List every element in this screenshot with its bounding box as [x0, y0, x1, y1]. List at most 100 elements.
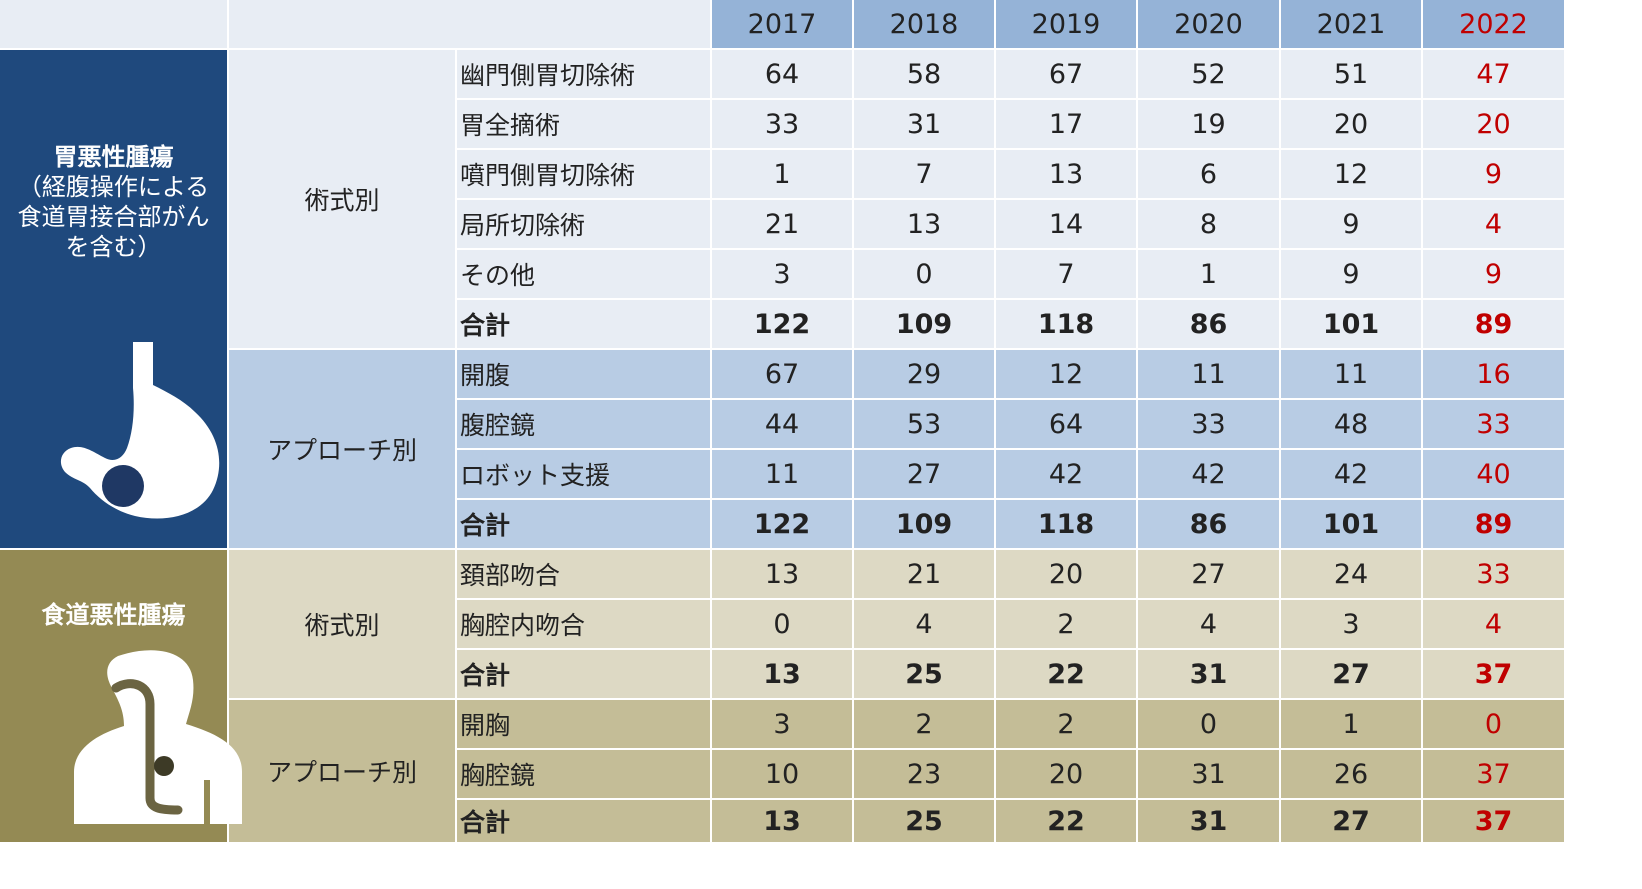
value-cell-2018: 25 [854, 650, 996, 700]
row-label-text: 合計 [460, 808, 511, 837]
value-text: 1 [773, 158, 791, 190]
row-label: 頚部吻合 [457, 550, 712, 600]
value-text: 122 [753, 308, 811, 340]
value-text: 20 [1048, 758, 1084, 790]
value-cell-2018: 25 [854, 800, 996, 844]
value-cell-2019: 2 [996, 600, 1138, 650]
value-text: 8 [1199, 208, 1218, 240]
value-cell-2021: 9 [1281, 200, 1423, 250]
value-cell-2021: 42 [1281, 450, 1423, 500]
value-cell-2021: 27 [1281, 650, 1423, 700]
value-text: 67 [1048, 58, 1084, 90]
value-text: 31 [1191, 758, 1226, 790]
value-cell-2018: 27 [854, 450, 996, 500]
value-cell-2021: 11 [1281, 350, 1423, 400]
stomach-icon [60, 342, 220, 519]
value-cell-2020: 86 [1138, 300, 1281, 350]
value-cell-2020: 42 [1138, 450, 1281, 500]
value-cell-2017: 3 [712, 250, 854, 300]
value-cell-2022: 16 [1423, 350, 1566, 400]
value-text: 109 [895, 508, 953, 540]
value-cell-2021: 26 [1281, 750, 1423, 800]
row-label: 腹腔鏡 [457, 400, 712, 450]
value-cell-2018: 53 [854, 400, 996, 450]
row-label: 胸腔鏡 [457, 750, 712, 800]
year-header-2019: 2019 [996, 0, 1138, 50]
year-label: 2018 [889, 8, 959, 40]
value-cell-2017: 64 [712, 50, 854, 100]
year-header-2022: 2022 [1423, 0, 1566, 50]
value-text: 33 [764, 108, 800, 140]
row-label-text: 噴門側胃切除術 [460, 161, 636, 190]
group-label: 術式別 [304, 186, 380, 215]
value-cell-2021: 48 [1281, 400, 1423, 450]
value-text: 40 [1476, 458, 1511, 490]
value-cell-2020: 27 [1138, 550, 1281, 600]
value-cell-2017: 44 [712, 400, 854, 450]
value-text: 20 [1476, 108, 1511, 140]
value-cell-2017: 1 [712, 150, 854, 200]
value-cell-2021: 1 [1281, 700, 1423, 750]
value-cell-2019: 22 [996, 800, 1138, 844]
value-cell-2020: 6 [1138, 150, 1281, 200]
value-text: 25 [905, 658, 943, 690]
value-cell-2022: 33 [1423, 550, 1566, 600]
value-text: 48 [1333, 408, 1369, 440]
group-label-cell: 術式別 [229, 50, 457, 350]
row-label: その他 [457, 250, 712, 300]
value-cell-2022: 4 [1423, 600, 1566, 650]
row-label: ロボット支援 [457, 450, 712, 500]
year-header-2017: 2017 [712, 0, 854, 50]
value-cell-2020: 8 [1138, 200, 1281, 250]
value-text: 37 [1476, 758, 1511, 790]
value-cell-2022: 37 [1423, 750, 1566, 800]
value-cell-2022: 20 [1423, 100, 1566, 150]
value-text: 2 [1057, 608, 1075, 640]
value-cell-2018: 0 [854, 250, 996, 300]
value-text: 7 [1057, 258, 1075, 290]
total-row-label: 合計 [457, 650, 712, 700]
value-cell-2019: 118 [996, 300, 1138, 350]
value-cell-2019: 17 [996, 100, 1138, 150]
value-text: 9 [1342, 208, 1360, 240]
esophagus-icon [74, 650, 242, 824]
value-cell-2020: 86 [1138, 500, 1281, 550]
value-cell-2017: 122 [712, 500, 854, 550]
group-label: アプローチ別 [266, 436, 417, 465]
value-cell-2019: 13 [996, 150, 1138, 200]
section-subtitle: （経腹操作による食道胃接合部がんを含む） [17, 173, 210, 261]
value-text: 33 [1476, 408, 1511, 440]
value-cell-2017: 122 [712, 300, 854, 350]
value-cell-2022: 89 [1423, 300, 1566, 350]
value-cell-2019: 14 [996, 200, 1138, 250]
value-text: 13 [763, 658, 801, 690]
group-label-cell: 術式別 [229, 550, 457, 700]
value-text: 4 [915, 608, 933, 640]
value-cell-2019: 12 [996, 350, 1138, 400]
row-label-text: 幽門側胃切除術 [460, 61, 636, 90]
value-cell-2021: 12 [1281, 150, 1423, 200]
value-cell-2018: 58 [854, 50, 996, 100]
value-cell-2022: 37 [1423, 650, 1566, 700]
value-text: 23 [906, 758, 942, 790]
value-cell-2019: 42 [996, 450, 1138, 500]
value-cell-2022: 89 [1423, 500, 1566, 550]
value-cell-2018: 7 [854, 150, 996, 200]
value-cell-2019: 7 [996, 250, 1138, 300]
value-text: 42 [1048, 458, 1084, 490]
value-cell-2020: 1 [1138, 250, 1281, 300]
value-cell-2021: 24 [1281, 550, 1423, 600]
row-label-text: 開腹 [460, 361, 511, 390]
value-text: 47 [1476, 58, 1511, 90]
value-text: 26 [1333, 758, 1369, 790]
value-cell-2020: 4 [1138, 600, 1281, 650]
value-text: 11 [764, 458, 800, 490]
value-cell-2020: 33 [1138, 400, 1281, 450]
value-cell-2021: 3 [1281, 600, 1423, 650]
value-text: 0 [915, 258, 933, 290]
value-cell-2022: 4 [1423, 200, 1566, 250]
value-text: 2 [915, 708, 933, 740]
value-text: 13 [1048, 158, 1084, 190]
value-text: 31 [1189, 805, 1228, 837]
value-cell-2022: 9 [1423, 150, 1566, 200]
